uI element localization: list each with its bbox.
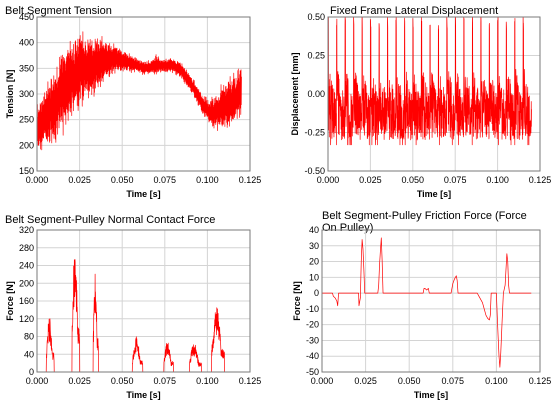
y-tick-label: -40 [306, 351, 319, 361]
x-tick-label: 0.125 [239, 376, 262, 386]
y-tick-label: 0.00 [307, 89, 325, 99]
y-tick-label: 40 [24, 349, 34, 359]
y-tick-label: 350 [19, 63, 34, 73]
chart-title: Belt Segment-Pulley Friction Force (Forc… [322, 210, 527, 234]
y-tick-label: 0.50 [307, 12, 325, 22]
y-tick-label: 0.25 [307, 51, 325, 61]
y-tick-label: -30 [306, 335, 319, 345]
y-tick-label: 280 [19, 243, 34, 253]
y-tick-label: -0.50 [304, 166, 325, 176]
y-tick-label: 300 [19, 89, 34, 99]
y-tick-label: 30 [309, 241, 319, 251]
y-tick-label: 10 [309, 272, 319, 282]
x-tick-label: 0.125 [529, 175, 552, 185]
y-tick-label: -20 [306, 320, 319, 330]
series-line [37, 259, 242, 372]
y-tick-label: 250 [19, 115, 34, 125]
chart-title: Fixed Frame Lateral Displacement [330, 5, 498, 17]
chart-tension: Belt Segment Tension 150 200 250 300 350 400 45… [5, 5, 261, 199]
x-tick-label: 0.050 [402, 175, 425, 185]
y-tick-label: 320 [19, 225, 34, 235]
y-tick-label: 450 [19, 12, 34, 22]
plot-frame [36, 16, 251, 172]
y-tick-label: 80 [24, 332, 34, 342]
y-axis-label: Tension [N] [5, 70, 15, 119]
y-tick-label: 20 [309, 257, 319, 267]
y-tick-label: -10 [306, 304, 319, 314]
series-line [37, 31, 242, 151]
series-line [322, 237, 532, 368]
y-tick-label: 200 [19, 140, 34, 150]
x-tick-label: 0.025 [359, 175, 382, 185]
x-tick-label: 0.050 [111, 376, 134, 386]
x-tick-label: 0.100 [196, 376, 219, 386]
x-tick-label: 0.075 [154, 376, 177, 386]
x-tick-label: 0.025 [354, 376, 377, 386]
y-tick-label: 40 [309, 225, 319, 235]
x-tick-label: 0.000 [26, 175, 49, 185]
chart-title: Belt Segment-Pulley Normal Contact Force [5, 214, 215, 226]
y-axis-label: Displacement [mm] [290, 52, 300, 135]
y-axis-label: Force [N] [5, 281, 15, 321]
chart-friction: Belt Segment-Pulley Friction Force (Forc… [292, 210, 551, 400]
x-axis-label: Time [s] [126, 189, 160, 199]
chart-title: Belt Segment Tension [5, 5, 112, 17]
x-tick-label: 0.025 [68, 175, 91, 185]
x-tick-label: 0.100 [486, 175, 509, 185]
x-tick-label: 0.050 [111, 175, 134, 185]
chart-normal: Belt Segment-Pulley Normal Contact Force… [5, 214, 261, 400]
y-tick-label: 150 [19, 166, 34, 176]
y-tick-label: 400 [19, 38, 34, 48]
chart-displacement: Fixed Frame Lateral Displacement -0.50 -0.… [290, 5, 551, 199]
plot-frame [321, 229, 541, 373]
x-axis-label: Time [s] [417, 189, 451, 199]
y-tick-label: 0 [314, 288, 319, 298]
x-tick-label: 0.125 [239, 175, 262, 185]
x-tick-label: 0.100 [485, 376, 508, 386]
x-axis-label: Time [s] [126, 390, 160, 400]
x-tick-label: 0.075 [154, 175, 177, 185]
x-tick-label: 0.100 [196, 175, 219, 185]
x-tick-label: 0.075 [442, 376, 465, 386]
y-tick-label: 120 [19, 314, 34, 324]
x-tick-label: 0.050 [398, 376, 421, 386]
y-tick-label: 240 [19, 261, 34, 271]
series-line [328, 17, 532, 146]
x-tick-label: 0.025 [68, 376, 91, 386]
x-tick-label: 0.000 [317, 175, 340, 185]
y-tick-label: 200 [19, 278, 34, 288]
y-tick-label: -0.25 [304, 128, 325, 138]
y-axis-label: Force [N] [292, 281, 302, 321]
y-tick-label: -50 [306, 367, 319, 377]
x-tick-label: 0.125 [529, 376, 552, 386]
y-tick-label: 160 [19, 296, 34, 306]
plot-frame [327, 16, 541, 172]
y-tick-label: 0 [29, 367, 34, 377]
x-tick-label: 0.000 [311, 376, 334, 386]
x-axis-label: Time [s] [414, 390, 448, 400]
x-tick-label: 0.075 [444, 175, 467, 185]
x-tick-label: 0.000 [26, 376, 49, 386]
plot-frame [36, 229, 251, 373]
